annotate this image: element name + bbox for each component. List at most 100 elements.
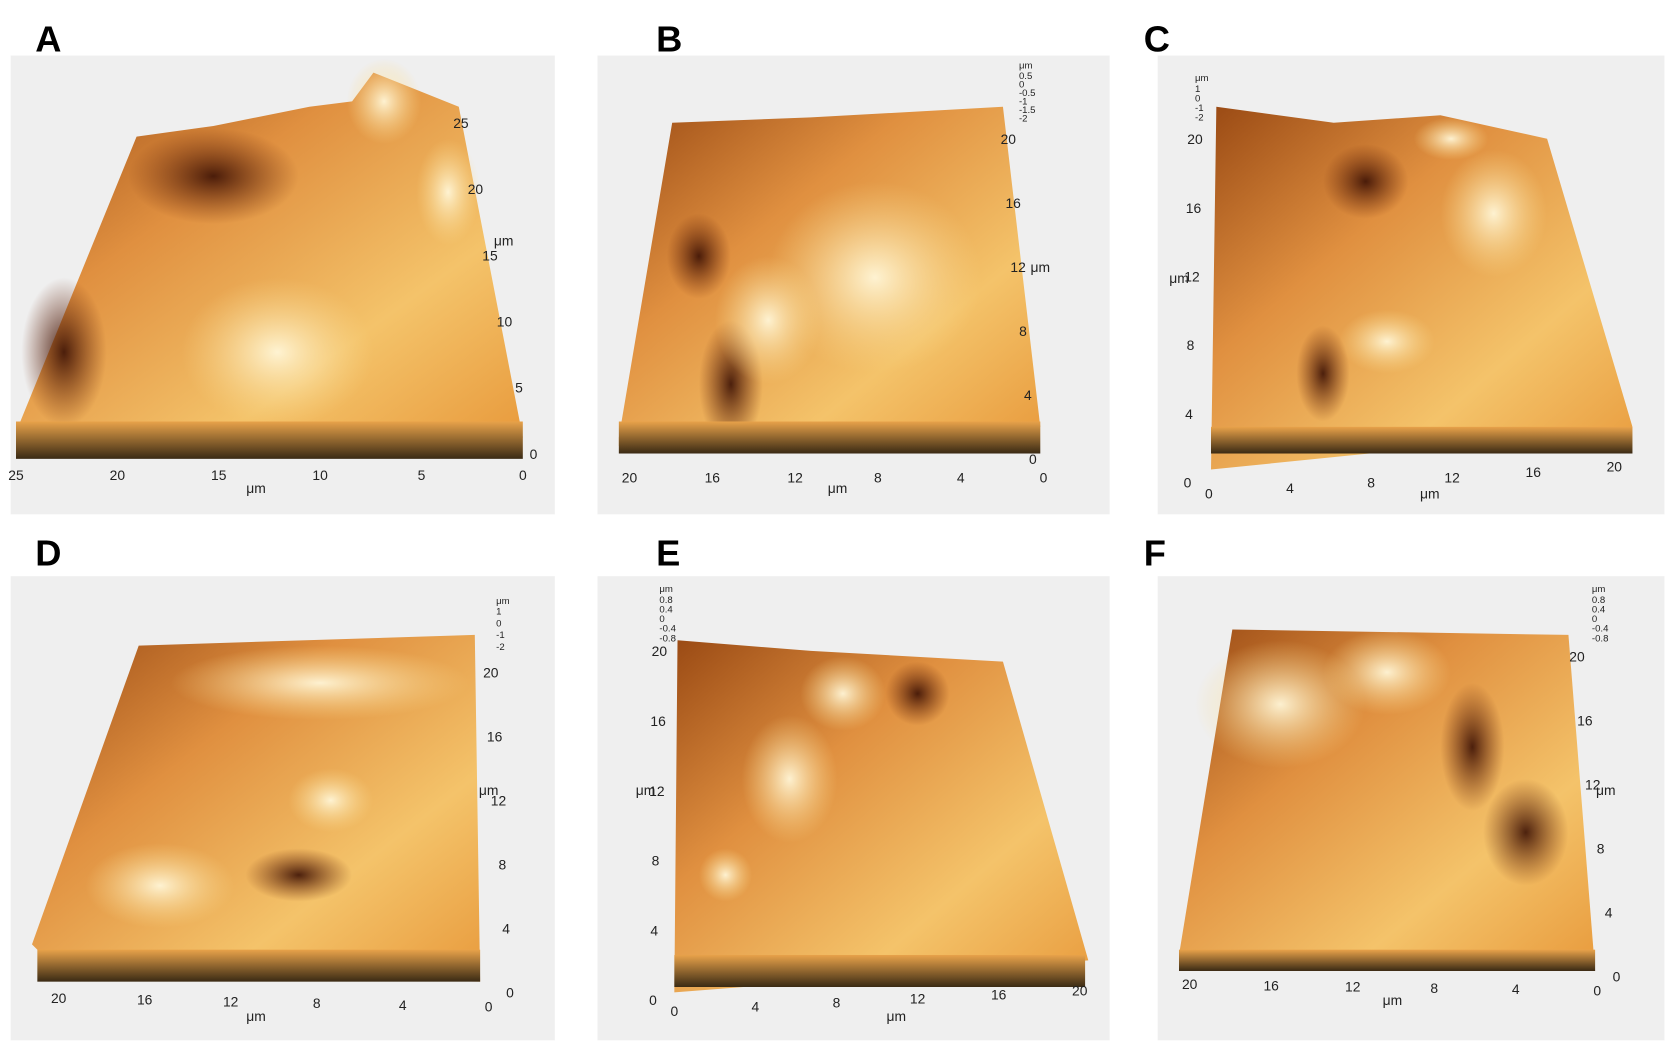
valley	[1440, 682, 1505, 811]
axis-unit: μm	[1169, 270, 1189, 286]
tick-label: 12	[1444, 469, 1460, 485]
tick-label: 4	[1185, 406, 1193, 422]
peak	[170, 645, 470, 721]
axis-unit: μm	[1383, 992, 1403, 1008]
tick-label: 0	[1029, 451, 1037, 467]
tick-label: 0	[1613, 969, 1621, 985]
tick-label: 4	[1605, 905, 1613, 921]
z-tick-label: 0.5	[1019, 71, 1032, 82]
z-tick-label: -2	[1195, 113, 1204, 124]
tick-label: 16	[991, 987, 1007, 1003]
tick-label: 15	[482, 247, 498, 263]
axis-unit: μm	[1420, 485, 1440, 501]
tick-label: 8	[652, 853, 660, 869]
tick-label: 12	[491, 793, 507, 809]
surface-edge	[1178, 949, 1596, 971]
panel-label: F	[1144, 533, 1166, 574]
tick-label: 20	[1182, 976, 1198, 992]
peak	[1440, 149, 1548, 278]
surface-edge	[16, 421, 523, 459]
z-tick-label: -1	[1019, 97, 1028, 108]
peak	[741, 714, 838, 843]
valley	[666, 213, 731, 299]
tick-label: 16	[487, 729, 503, 745]
tick-label: 8	[833, 995, 841, 1011]
peak	[288, 768, 374, 833]
tick-label: 20	[51, 990, 67, 1006]
tick-label: 20	[1072, 983, 1088, 999]
tick-label: 16	[137, 992, 153, 1008]
tick-label: 20	[1187, 131, 1203, 147]
peak	[714, 256, 822, 385]
z-tick-label: -2	[1019, 114, 1028, 125]
valley	[245, 848, 353, 902]
tick-label: 8	[1597, 841, 1605, 857]
z-tick-label: 0.8	[1592, 595, 1605, 606]
tick-label: 16	[1005, 195, 1021, 211]
z-unit: μm	[1592, 584, 1606, 595]
z-unit: μm	[1195, 73, 1209, 84]
z-tick-label: 0.4	[659, 604, 673, 615]
tick-label: 20	[1569, 649, 1585, 665]
tick-label: 12	[910, 991, 926, 1007]
tick-label: 0	[1593, 983, 1601, 999]
tick-label: 4	[752, 999, 760, 1015]
tick-label: 16	[1577, 713, 1593, 729]
tick-label: 4	[1286, 480, 1294, 496]
tick-label: 4	[502, 921, 510, 937]
z-tick-label: 0.4	[1592, 604, 1606, 615]
tick-label: 8	[1367, 475, 1375, 491]
tick-label: 20	[1607, 459, 1623, 475]
tick-label: 16	[650, 713, 666, 729]
tick-label: 0	[649, 992, 657, 1008]
axis-unit: μm	[246, 1008, 266, 1024]
tick-label: 8	[498, 857, 506, 873]
afm-panel: B048121620μm048121620μmμm0.50-0.5-1-1.5-…	[597, 18, 1110, 515]
tick-label: 20	[468, 181, 484, 197]
surface-edge	[37, 949, 481, 982]
z-tick-label: 0	[1195, 93, 1200, 104]
axis-unit: μm	[886, 1008, 906, 1024]
peak	[181, 277, 374, 427]
tick-label: 0	[530, 446, 538, 462]
panel-label: D	[35, 533, 61, 574]
tick-label: 16	[705, 469, 721, 485]
tick-label: 0	[670, 1003, 678, 1019]
tick-label: 0	[519, 467, 527, 483]
axis-unit: μm	[1031, 259, 1051, 275]
peak	[85, 842, 235, 929]
valley	[1483, 778, 1569, 886]
z-tick-label: -0.4	[1592, 624, 1609, 635]
z-tick-label: -1	[1195, 103, 1204, 114]
tick-label: 12	[1585, 777, 1601, 793]
peak	[1339, 309, 1436, 374]
peak	[1323, 629, 1452, 715]
peak	[1413, 117, 1489, 161]
axis-unit: μm	[494, 232, 514, 248]
axis-unit: μm	[828, 480, 848, 496]
tick-label: 16	[1526, 464, 1542, 480]
tick-label: 20	[622, 469, 638, 485]
afm-panel: A 0 5 10 15 20 25 μm 0 5 10 15 20 25 μm	[8, 18, 555, 515]
tick-label: 12	[1184, 269, 1200, 285]
tick-label: 12	[223, 993, 239, 1009]
tick-label: 4	[1024, 387, 1032, 403]
valley	[21, 277, 107, 427]
peak	[416, 138, 481, 246]
tick-label: 10	[497, 314, 513, 330]
z-tick-label: 0	[1019, 80, 1024, 91]
tick-label: 5	[515, 380, 523, 396]
z-unit: μm	[659, 584, 673, 595]
tick-label: 8	[1187, 337, 1195, 353]
z-tick-label: 1	[1195, 84, 1200, 95]
surface-edge	[674, 954, 1086, 987]
panel-label: E	[656, 533, 680, 574]
tick-label: 20	[110, 467, 126, 483]
tick-label: 16	[1263, 977, 1279, 993]
surface-edge	[1211, 426, 1633, 454]
tick-label: 4	[399, 997, 407, 1013]
tick-label: 15	[211, 467, 227, 483]
axis-unit: μm	[246, 480, 266, 496]
